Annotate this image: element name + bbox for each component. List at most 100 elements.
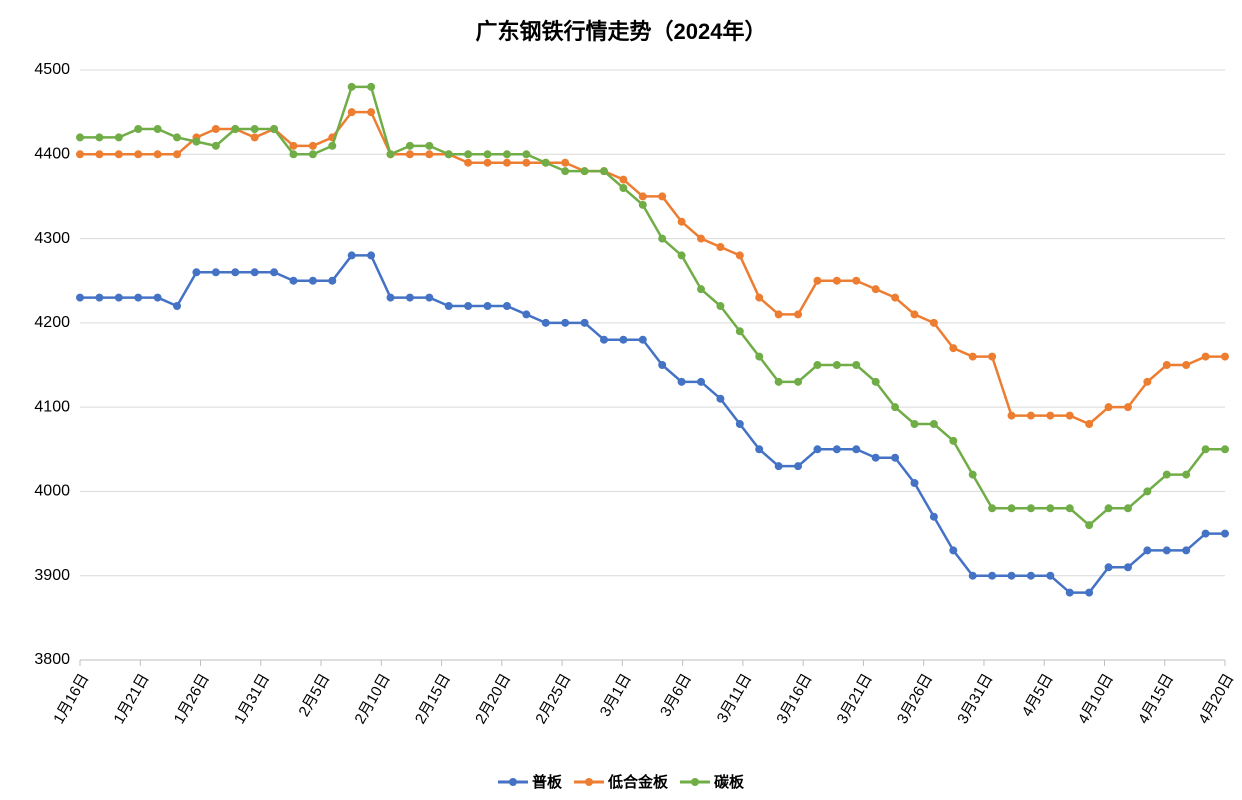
series-marker	[930, 513, 937, 520]
series-marker	[1124, 505, 1131, 512]
series-marker	[969, 353, 976, 360]
series-marker	[290, 277, 297, 284]
series-marker	[251, 269, 258, 276]
series-marker	[193, 138, 200, 145]
series-marker	[503, 159, 510, 166]
series-marker	[911, 311, 918, 318]
chart-title: 广东钢铁行情走势（2024年）	[0, 14, 1242, 46]
legend-label: 普板	[532, 771, 562, 792]
series-marker	[950, 345, 957, 352]
series-marker	[795, 463, 802, 470]
y-tick-label: 4000	[34, 483, 70, 500]
series-marker	[1202, 446, 1209, 453]
series-marker	[969, 572, 976, 579]
series-marker	[1047, 505, 1054, 512]
series-marker	[77, 134, 84, 141]
legend-dot-icon	[585, 778, 593, 786]
series-marker	[212, 142, 219, 149]
series-marker	[1222, 446, 1229, 453]
series-marker	[756, 446, 763, 453]
series-marker	[950, 437, 957, 444]
series-marker	[833, 446, 840, 453]
x-tick-label: 1月16日	[50, 671, 92, 727]
series-marker	[620, 176, 627, 183]
series-marker	[1105, 564, 1112, 571]
legend-item: 碳板	[680, 771, 744, 792]
legend-label: 低合金板	[608, 771, 668, 792]
series-marker	[174, 303, 181, 310]
series-marker	[368, 252, 375, 259]
legend-item: 普板	[498, 771, 562, 792]
series-marker	[542, 319, 549, 326]
series-marker	[348, 252, 355, 259]
series-marker	[892, 294, 899, 301]
series-marker	[892, 404, 899, 411]
x-tick-label: 4月20日	[1195, 671, 1237, 727]
series-marker	[96, 134, 103, 141]
series-marker	[154, 126, 161, 133]
x-tick-label: 1月31日	[231, 671, 273, 727]
x-tick-label: 2月20日	[472, 671, 514, 727]
series-marker	[465, 151, 472, 158]
series-marker	[1066, 589, 1073, 596]
series-marker	[581, 168, 588, 175]
legend-dot-icon	[509, 778, 517, 786]
series-marker	[1008, 412, 1015, 419]
series-marker	[989, 353, 996, 360]
series-marker	[368, 83, 375, 90]
series-marker	[562, 159, 569, 166]
series-marker	[698, 235, 705, 242]
series-marker	[1183, 547, 1190, 554]
series-marker	[814, 446, 821, 453]
series-marker	[290, 142, 297, 149]
series-marker	[1124, 404, 1131, 411]
series-marker	[1008, 505, 1015, 512]
y-tick-label: 4100	[34, 398, 70, 415]
series-marker	[426, 151, 433, 158]
x-tick-label: 2月5日	[295, 671, 333, 720]
y-tick-label: 4500	[34, 61, 70, 78]
series-marker	[542, 159, 549, 166]
y-tick-label: 4200	[34, 314, 70, 331]
series-marker	[659, 193, 666, 200]
series-marker	[1144, 378, 1151, 385]
series-marker	[1124, 564, 1131, 571]
series-marker	[678, 218, 685, 225]
series-marker	[193, 269, 200, 276]
series-marker	[251, 126, 258, 133]
series-marker	[290, 151, 297, 158]
series-marker	[969, 471, 976, 478]
series-marker	[853, 277, 860, 284]
series-marker	[853, 446, 860, 453]
series-marker	[426, 142, 433, 149]
series-marker	[1105, 505, 1112, 512]
x-tick-label: 2月10日	[352, 671, 394, 727]
series-marker	[600, 168, 607, 175]
series-marker	[872, 378, 879, 385]
series-marker	[1163, 471, 1170, 478]
series-marker	[484, 303, 491, 310]
series-marker	[833, 277, 840, 284]
series-marker	[387, 151, 394, 158]
series-marker	[309, 277, 316, 284]
series-marker	[659, 362, 666, 369]
legend-label: 碳板	[714, 771, 744, 792]
series-marker	[115, 294, 122, 301]
series-marker	[271, 269, 278, 276]
series-marker	[1163, 362, 1170, 369]
series-marker	[1066, 505, 1073, 512]
series-marker	[1027, 505, 1034, 512]
series-marker	[212, 269, 219, 276]
series-marker	[154, 151, 161, 158]
y-tick-label: 3800	[34, 651, 70, 668]
series-marker	[989, 572, 996, 579]
series-marker	[1183, 471, 1190, 478]
series-marker	[756, 353, 763, 360]
series-marker	[406, 142, 413, 149]
series-marker	[717, 303, 724, 310]
series-marker	[174, 151, 181, 158]
series-marker	[989, 505, 996, 512]
series-marker	[950, 547, 957, 554]
series-marker	[484, 151, 491, 158]
series-marker	[77, 151, 84, 158]
